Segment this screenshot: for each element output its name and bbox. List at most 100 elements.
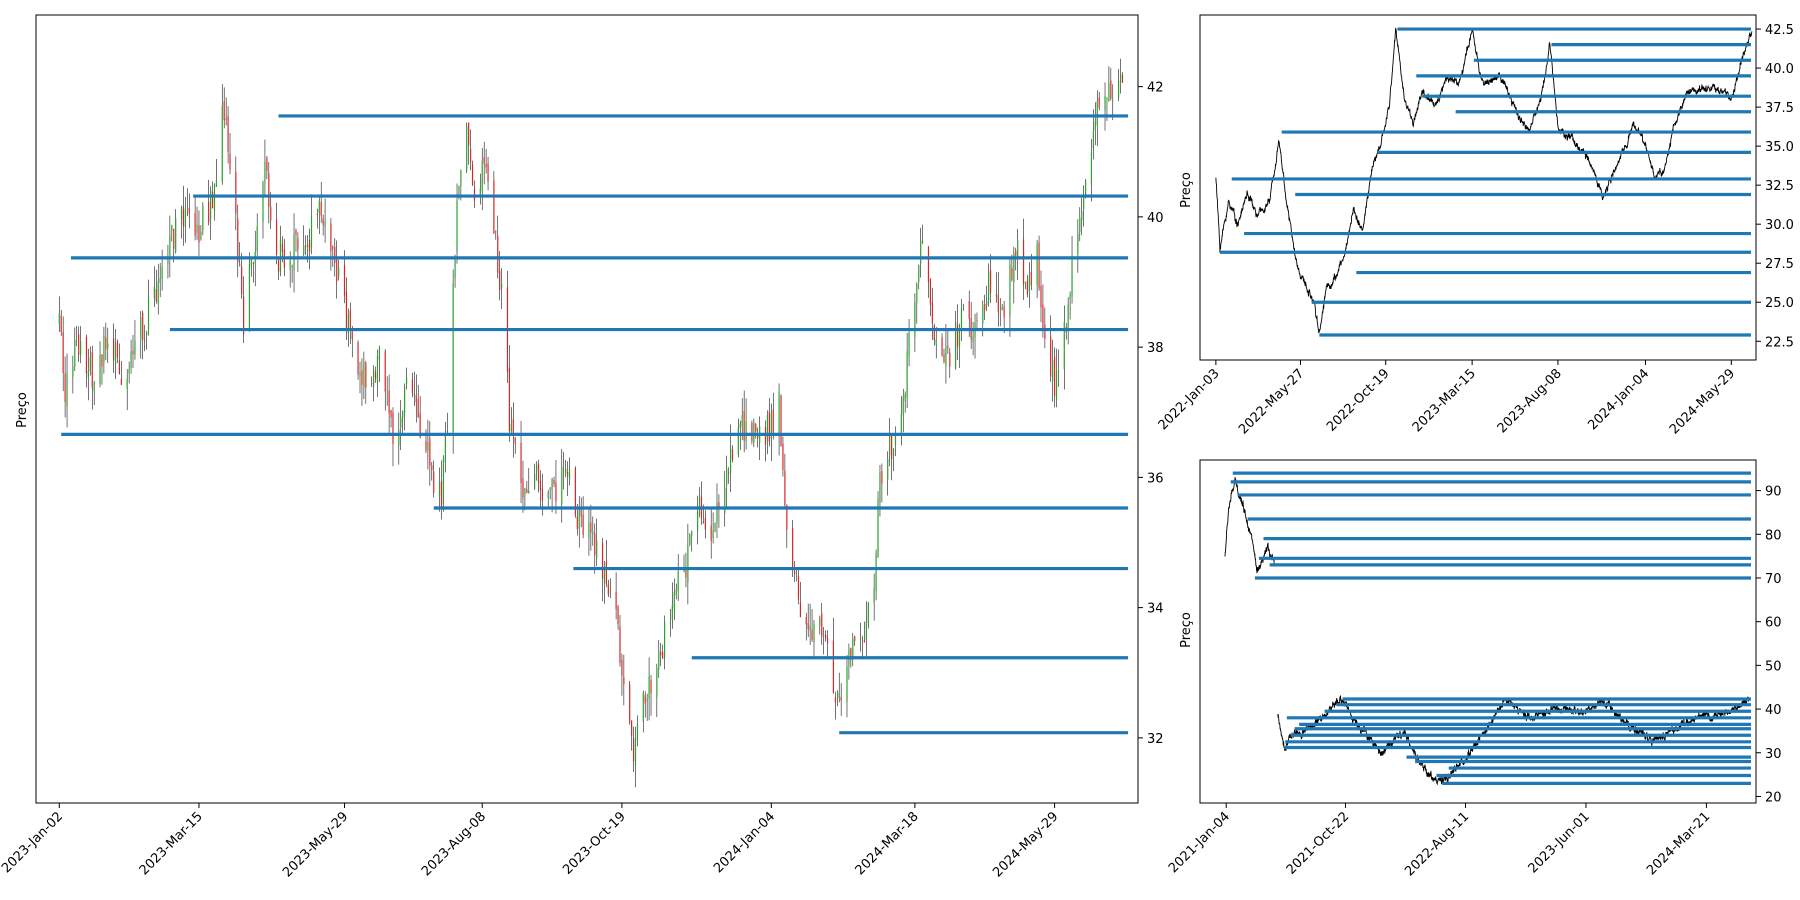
candle-body <box>155 288 157 301</box>
candle-body <box>116 341 119 358</box>
candle-body <box>446 431 448 432</box>
candle-body <box>363 362 365 388</box>
candle-body <box>202 204 204 231</box>
candle-body <box>324 220 326 227</box>
candle-body <box>460 170 462 187</box>
candle-body <box>161 266 163 280</box>
candle-body <box>501 283 503 288</box>
candle-body <box>819 617 821 626</box>
candle-body <box>58 313 60 324</box>
candle-body <box>130 351 132 368</box>
candle-body <box>196 224 198 233</box>
candle-body <box>795 572 798 574</box>
candle-body <box>537 463 540 483</box>
candle-body <box>859 638 862 640</box>
candle-body <box>522 478 524 498</box>
candle-body <box>378 347 381 360</box>
candle-body <box>716 502 718 524</box>
candle-body <box>64 373 66 402</box>
candle-body <box>580 509 582 517</box>
candle-body <box>433 471 435 493</box>
price-line <box>1215 27 1753 334</box>
candle-body <box>62 332 64 374</box>
y-tick-label: 32 <box>1147 732 1164 747</box>
candle-body <box>471 164 474 186</box>
candle-body <box>293 234 295 271</box>
candle-body <box>811 629 813 641</box>
candle-body <box>861 638 864 639</box>
candle-body <box>958 329 961 346</box>
candle-body <box>390 409 392 418</box>
candle-body <box>425 441 427 451</box>
candle-body <box>107 343 109 349</box>
candle-body <box>609 591 611 593</box>
candle-body <box>184 208 186 227</box>
candle-body <box>590 522 592 533</box>
candle-body <box>171 225 173 231</box>
candle-body <box>1055 370 1058 400</box>
candle-body <box>80 341 82 355</box>
y-tick-label: 40.0 <box>1765 62 1794 77</box>
candle-body <box>588 523 590 539</box>
y-tick-label: 60 <box>1765 616 1782 631</box>
candle-body <box>927 246 930 283</box>
candle-body <box>997 294 999 313</box>
candle-body <box>922 241 924 243</box>
candle-body <box>799 602 802 618</box>
candle-body <box>157 281 159 304</box>
candle-body <box>1077 233 1079 255</box>
candle-body <box>792 528 794 571</box>
candle-body <box>1052 360 1054 382</box>
candle-body <box>93 381 95 392</box>
candle-body <box>310 216 313 248</box>
y-tick-label: 27.5 <box>1765 257 1794 272</box>
candle-body <box>223 101 225 121</box>
candle-body <box>229 153 231 170</box>
candle-body <box>1040 285 1042 308</box>
candle-body <box>468 122 470 146</box>
y-tick-label: 40 <box>1765 703 1782 718</box>
candle-body <box>972 335 974 343</box>
candle-body <box>398 429 400 446</box>
candle-body <box>566 472 569 477</box>
candle-body <box>481 160 483 192</box>
bottom-right-marks <box>1224 471 1751 786</box>
candle-body <box>528 490 530 494</box>
candle-body <box>87 370 89 378</box>
candle-body <box>578 508 580 529</box>
candle-body <box>825 634 827 639</box>
candle-body <box>365 362 367 388</box>
candle-body <box>386 389 388 391</box>
candle-body <box>941 337 943 356</box>
candle-body <box>270 206 272 221</box>
candle-body <box>250 258 252 268</box>
candle-body <box>920 240 922 264</box>
candle-body <box>1081 211 1083 221</box>
candle-body <box>1053 356 1056 397</box>
candle-body <box>603 565 606 584</box>
candle-body <box>834 697 836 703</box>
candle-body <box>840 696 842 701</box>
candle-body <box>126 378 128 390</box>
candle-body <box>741 415 743 427</box>
candle-body <box>145 331 148 336</box>
y-tick-label: 90 <box>1765 485 1782 500</box>
candle-body <box>264 162 266 183</box>
candle-body <box>650 679 652 694</box>
candle-body <box>702 521 705 524</box>
candle-body <box>334 247 336 264</box>
candle-body <box>66 372 68 407</box>
candle-body <box>658 651 660 670</box>
candle-body <box>902 397 904 416</box>
candle-body <box>906 351 908 398</box>
candle-body <box>194 212 196 236</box>
candle-body <box>724 488 726 514</box>
candle-body <box>793 570 796 575</box>
candle-body <box>685 568 687 578</box>
candle-body <box>914 301 916 338</box>
candle-body <box>873 588 875 603</box>
candle-body <box>411 379 413 394</box>
candle-body <box>1067 303 1069 328</box>
candle-body <box>400 416 402 428</box>
candle-body <box>405 377 408 385</box>
